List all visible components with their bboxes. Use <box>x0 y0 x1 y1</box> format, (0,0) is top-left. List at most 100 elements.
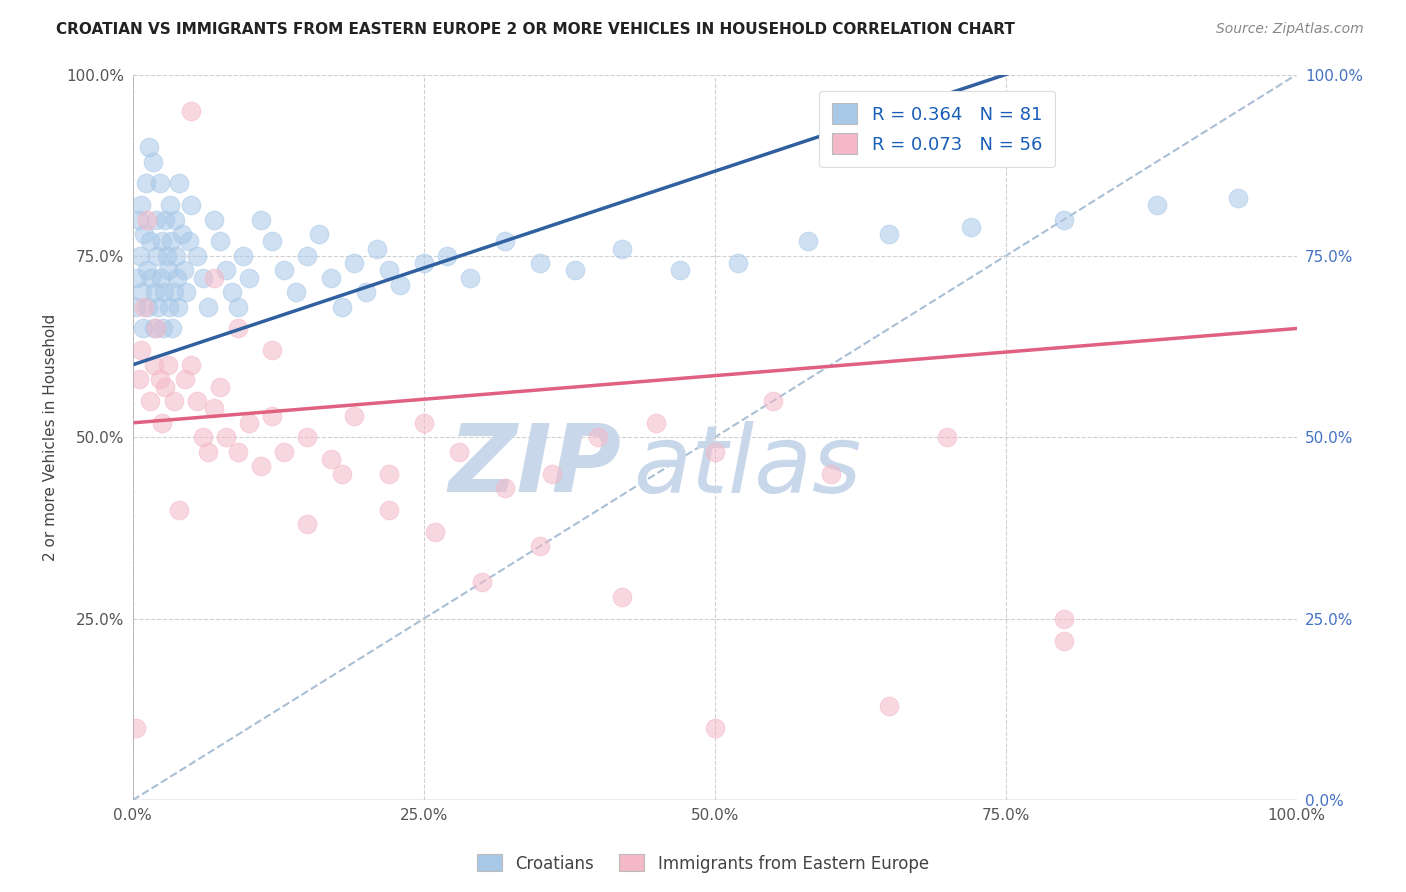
Point <box>191 270 214 285</box>
Point <box>146 249 169 263</box>
Point <box>136 300 159 314</box>
Point <box>273 263 295 277</box>
Point <box>727 256 749 270</box>
Point <box>1227 191 1250 205</box>
Point <box>155 249 177 263</box>
Point <box>128 212 150 227</box>
Point <box>249 459 271 474</box>
Point <box>148 177 170 191</box>
Point <box>159 198 181 212</box>
Point <box>128 249 150 263</box>
Point <box>135 263 157 277</box>
Point <box>238 416 260 430</box>
Point <box>354 285 377 300</box>
Point <box>134 227 156 242</box>
Point <box>127 270 149 285</box>
Point <box>540 467 562 481</box>
Point <box>142 321 165 335</box>
Point <box>226 445 249 459</box>
Point <box>297 517 319 532</box>
Point <box>877 227 900 242</box>
Point <box>529 256 551 270</box>
Point <box>588 430 610 444</box>
Point <box>610 590 633 604</box>
Point <box>191 430 214 444</box>
Point <box>145 321 167 335</box>
Point <box>471 575 494 590</box>
Point <box>273 445 295 459</box>
Point <box>142 154 165 169</box>
Point <box>148 300 170 314</box>
Point <box>152 321 174 335</box>
Point <box>378 467 401 481</box>
Point <box>131 285 153 300</box>
Point <box>143 285 166 300</box>
Point <box>1146 198 1168 212</box>
Text: ZIP: ZIP <box>449 420 621 512</box>
Point <box>170 227 193 242</box>
Point <box>135 177 157 191</box>
Point <box>125 300 148 314</box>
Point <box>173 263 195 277</box>
Point <box>157 300 180 314</box>
Point <box>494 235 516 249</box>
Point <box>145 212 167 227</box>
Point <box>209 235 232 249</box>
Legend: Croatians, Immigrants from Eastern Europe: Croatians, Immigrants from Eastern Europ… <box>471 847 935 880</box>
Point <box>156 358 179 372</box>
Point <box>249 212 271 227</box>
Point <box>447 445 470 459</box>
Point <box>149 270 172 285</box>
Point <box>167 300 190 314</box>
Point <box>186 249 208 263</box>
Point <box>1053 633 1076 648</box>
Point <box>425 524 447 539</box>
Point <box>141 270 163 285</box>
Point <box>820 467 842 481</box>
Point <box>129 198 152 212</box>
Point <box>138 140 160 154</box>
Point <box>959 219 981 234</box>
Y-axis label: 2 or more Vehicles in Household: 2 or more Vehicles in Household <box>44 314 58 561</box>
Point <box>197 445 219 459</box>
Point <box>165 249 187 263</box>
Point <box>797 235 820 249</box>
Text: CROATIAN VS IMMIGRANTS FROM EASTERN EUROPE 2 OR MORE VEHICLES IN HOUSEHOLD CORRE: CROATIAN VS IMMIGRANTS FROM EASTERN EURO… <box>56 22 1015 37</box>
Point <box>215 263 238 277</box>
Point <box>139 235 162 249</box>
Point <box>645 416 668 430</box>
Point <box>330 300 353 314</box>
Point <box>129 343 152 358</box>
Point <box>343 409 366 423</box>
Point <box>162 394 184 409</box>
Point <box>284 285 307 300</box>
Point <box>610 242 633 256</box>
Point <box>412 416 434 430</box>
Point <box>936 430 959 444</box>
Point <box>134 300 156 314</box>
Point <box>494 481 516 495</box>
Point <box>186 394 208 409</box>
Point <box>319 270 342 285</box>
Point <box>564 263 586 277</box>
Point <box>156 263 179 277</box>
Text: atlas: atlas <box>633 421 862 512</box>
Point <box>703 445 725 459</box>
Point <box>877 698 900 713</box>
Point <box>436 249 458 263</box>
Point <box>297 249 319 263</box>
Point <box>128 372 150 386</box>
Point <box>221 285 243 300</box>
Point <box>176 285 198 300</box>
Point <box>412 256 434 270</box>
Point <box>162 285 184 300</box>
Point <box>169 177 191 191</box>
Point <box>197 300 219 314</box>
Point <box>319 452 342 467</box>
Point <box>297 430 319 444</box>
Point <box>262 235 284 249</box>
Point <box>180 103 202 118</box>
Point <box>343 256 366 270</box>
Point <box>180 198 202 212</box>
Point <box>762 394 785 409</box>
